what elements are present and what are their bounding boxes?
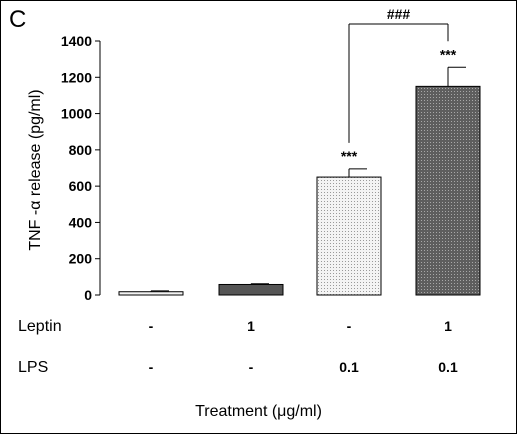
bar-2 <box>218 283 284 296</box>
lps-value-3: 0.1 <box>339 359 359 375</box>
significance-label-3: *** <box>341 148 358 164</box>
lps-value-1: - <box>148 359 154 375</box>
comparison-label: ### <box>387 6 411 22</box>
bar-1 <box>118 291 184 296</box>
significance-label-4: *** <box>440 46 457 62</box>
bar-4 <box>415 85 481 296</box>
leptin-value-1: - <box>148 318 154 334</box>
y-tick-label-7: 1400 <box>61 33 92 49</box>
panel-label: C <box>9 6 27 33</box>
y-tick-label-0: 0 <box>84 287 92 303</box>
y-axis-label: TNF -α release (pg/ml) <box>27 89 44 250</box>
x-axis-label: Treatment (μg/ml) <box>195 403 322 420</box>
row-label-leptin: Leptin <box>18 318 62 335</box>
leptin-value-3: - <box>346 318 352 334</box>
y-tick-label-5: 1000 <box>61 106 92 122</box>
leptin-value-4: 1 <box>444 318 452 334</box>
y-tick-label-6: 1200 <box>61 69 92 85</box>
bar-3 <box>316 176 382 296</box>
y-tick-label-3: 600 <box>69 178 93 194</box>
y-tick-label-4: 800 <box>69 142 93 158</box>
lps-value-2: - <box>248 359 254 375</box>
row-label-lps: LPS <box>18 359 49 376</box>
leptin-value-2: 1 <box>247 318 255 334</box>
y-tick-label-2: 400 <box>69 214 93 230</box>
y-tick-label-1: 200 <box>69 251 93 267</box>
lps-value-4: 0.1 <box>438 359 458 375</box>
